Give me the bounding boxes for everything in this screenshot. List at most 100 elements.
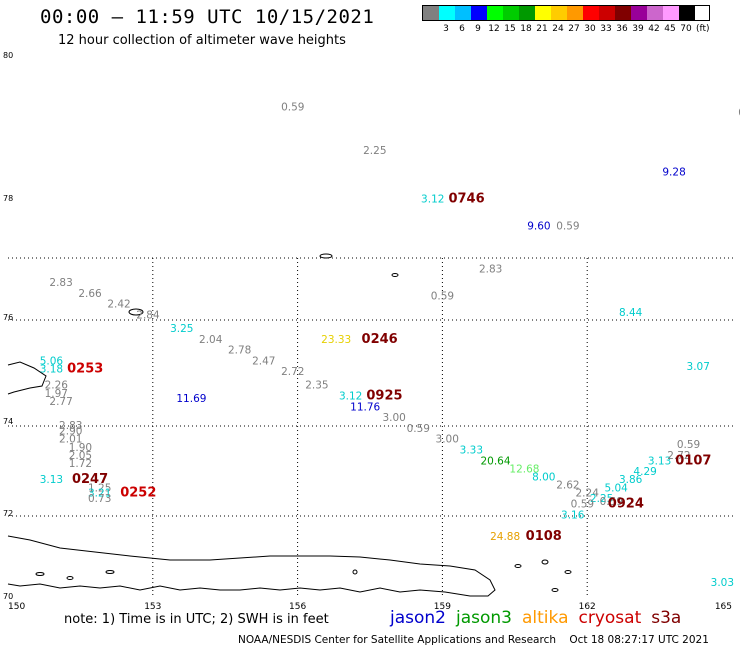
legend-swatch [455,6,471,20]
wave-height-label: 24.88 [490,531,520,543]
pass-time-label: 0246 [362,332,398,347]
legend-swatch [615,6,631,20]
wave-height-label: 3.00 [436,434,459,446]
legend-swatch [423,6,439,20]
legend-label: 33 [600,24,612,34]
wave-height-label: 0.59 [571,499,594,511]
legend-label: 45 [664,24,676,34]
pass-time-label: 0746 [448,191,484,206]
legend-swatch [551,6,567,20]
pass-time-label: 0252 [120,486,156,501]
legend-label: 70 [680,24,692,34]
island [564,570,572,574]
wave-height-label: 2.62 [556,480,579,492]
wave-height-label: 2.90 [59,426,82,438]
wave-height-label: 20.64 [480,455,510,467]
legend-label: 27 [568,24,580,34]
satellite-cryosat: cryosat [578,608,642,628]
pass-time-label: 0247 [72,472,108,487]
wave-height-label: 2.83 [59,420,82,432]
latitude-label: 78 [3,194,13,203]
wave-height-label: 1.25 [88,482,111,494]
legend-label: 36 [616,24,628,34]
wave-height-label: 3.00 [382,412,405,424]
island [66,576,74,580]
wave-height-label: 0.59 [281,102,304,114]
pass-time-label: 0925 [366,389,402,404]
wave-height-label: 8.00 [532,472,555,484]
wave-height-label: 2.66 [78,288,102,300]
legend-swatch [631,6,647,20]
legend-swatches [422,5,710,21]
land-west [7,361,47,395]
legend-swatch [663,6,679,20]
legend-label: 9 [475,24,481,34]
map-title: 00:00 – 11:59 UTC 10/15/2021 [40,6,375,28]
wave-height-label: 9.60 [527,220,550,232]
island [514,564,522,568]
legend-label: 18 [520,24,532,34]
legend-label: 6 [459,24,465,34]
wave-height-label: 0.59 [600,496,623,508]
note-text: note: 1) Time is in UTC; 2) SWH is in fe… [64,612,329,627]
wave-height-label: 2.77 [49,396,72,408]
longitude-label: 165 [715,602,732,612]
wave-height-label: 4.29 [633,466,656,478]
wave-height-label: 2.78 [228,345,251,357]
island [391,273,399,277]
legend-labels: 3 6 9 12 15 18 21 24 27 30 33 36 39 42 45 70 (ft) [422,24,710,34]
wave-height-label: 8.44 [619,307,643,319]
pass-time-label: 0108 [526,529,562,544]
legend-swatch [583,6,599,20]
wave-height-label: 2.42 [107,299,130,311]
island [352,569,358,575]
legend-label: 42 [648,24,660,34]
wave-height-label: 2.72 [281,366,304,378]
wave-height-label: 0 [738,107,740,119]
longitude-label: 153 [144,602,161,612]
legend-label: 3 [443,24,449,34]
latitude-label: 74 [3,417,13,426]
latitude-label: 72 [3,509,13,518]
longitude-label: 159 [434,602,451,612]
legend-label: 12 [488,24,500,34]
legend-swatch [567,6,583,20]
wave-height-label: 2.72 [667,450,690,462]
island [128,308,144,316]
wave-height-label: 2.26 [45,380,69,392]
wave-height-label: 9.28 [662,166,685,178]
wave-height-label: 2.01 [59,434,82,446]
wave-height-label: 11.76 [350,401,380,413]
legend-label: 21 [536,24,548,34]
wave-height-label: 2.25 [590,493,613,505]
legend-label: 39 [632,24,644,34]
latitude-label: 70 [3,592,13,601]
map-grid [8,257,736,598]
legend-swatch [519,6,535,20]
latitude-label: 76 [3,313,13,322]
observations: 0.592.253.12074609.289.600.592.830.598.4… [40,102,740,589]
legend-unit: (ft) [696,24,710,34]
credit-line: NOAA/NESDIS Center for Satellite Applica… [238,634,709,646]
wave-height-label: 2.24 [576,488,600,500]
legend-swatch [535,6,551,20]
wave-height-label: 0.59 [407,423,430,435]
wave-height-label: 1.97 [45,388,68,400]
wave-height-label: 5.06 [40,355,64,367]
latitude-labels: 80 78 76 74 72 70 [3,51,13,601]
wave-height-label: 3.13 [648,455,671,467]
latitude-label: 80 [3,51,13,60]
wave-height-label: 2.83 [49,277,72,289]
pass-time-label: 0924 [608,497,644,512]
satellite-jason3: jason3 [456,608,512,628]
wave-height-label: 3.13 [40,474,63,486]
map-subtitle: 12 hour collection of altimeter wave hei… [58,33,346,48]
longitude-label: 162 [579,602,596,612]
pass-time-label: 0253 [67,362,103,377]
island [319,253,333,259]
wave-height-label: 2.35 [305,380,328,392]
wave-height-label: 3.86 [619,474,643,486]
legend-swatch [647,6,663,20]
longitude-labels: 150 153 156 159 162 165 [8,602,732,612]
longitude-label: 156 [289,602,306,612]
